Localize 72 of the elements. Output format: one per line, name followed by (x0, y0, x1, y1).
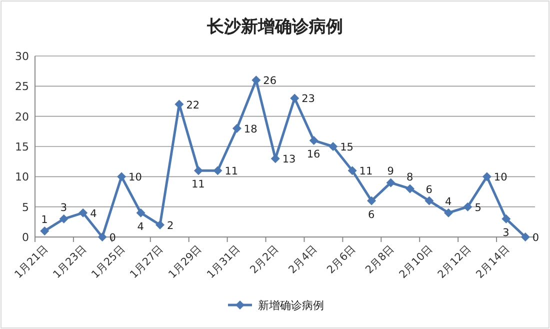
y-tick-label: 20 (15, 110, 29, 124)
x-tick-label: 2月8日 (363, 242, 397, 276)
x-tick-label: 1月21日 (12, 242, 51, 281)
x-tick-label: 2月14日 (474, 242, 512, 281)
data-label: 1 (41, 214, 48, 226)
y-tick-label: 15 (15, 140, 29, 154)
data-label: 11 (224, 166, 238, 178)
y-tick-label: 30 (15, 50, 29, 63)
data-label: 9 (387, 166, 394, 178)
data-label: 18 (244, 123, 258, 136)
point (252, 76, 261, 85)
point (367, 196, 376, 206)
point (59, 214, 68, 224)
point (386, 178, 396, 188)
point (424, 196, 434, 206)
y-tick-label: 0 (22, 231, 29, 244)
x-tick-label: 2月6日 (324, 242, 358, 276)
point (406, 184, 414, 194)
data-label: 6 (426, 184, 433, 196)
x-tick-label: 2月2日 (248, 242, 282, 276)
x-tick-label: 1月25日 (89, 242, 128, 281)
point (520, 232, 530, 242)
data-label: 8 (406, 172, 414, 184)
point (156, 220, 164, 230)
data-label: 4 (90, 208, 98, 220)
x-tick-label: 2月4日 (286, 242, 320, 276)
point (309, 136, 318, 145)
point (348, 166, 357, 176)
y-tick-label: 5 (22, 200, 29, 214)
data-label: 22 (186, 99, 200, 112)
data-label: 15 (340, 142, 354, 154)
data-label: 3 (60, 202, 68, 214)
data-label: 0 (532, 232, 540, 244)
data-label: 4 (444, 196, 452, 208)
y-tick-label: 10 (15, 170, 29, 184)
point (232, 124, 242, 133)
chart-title: 长沙新增确诊病例 (206, 17, 343, 37)
data-label: 10 (128, 172, 142, 184)
y-tick-label: 25 (15, 80, 29, 94)
x-tick-label: 1月23日 (50, 242, 90, 281)
data-label: 13 (282, 154, 296, 166)
point (136, 208, 146, 218)
data-label: 5 (474, 202, 482, 214)
data-label: 11 (359, 166, 373, 178)
point (194, 166, 203, 176)
point (40, 226, 50, 236)
x-tick-label: 2月12日 (436, 242, 474, 281)
x-tick-label: 1月27日 (128, 242, 166, 281)
data-label: 2 (167, 220, 174, 232)
x-tick-label: 2月10日 (397, 242, 436, 281)
point (328, 142, 338, 151)
x-tick-label: 1月29日 (166, 242, 205, 281)
data-label: 16 (306, 148, 321, 160)
point (98, 232, 107, 242)
data-label: 26 (263, 75, 277, 88)
point (463, 202, 472, 212)
point (213, 166, 222, 176)
data-label: 23 (302, 93, 315, 106)
point (502, 214, 511, 224)
point (78, 208, 88, 218)
x-tick-label: 1月31日 (204, 242, 244, 281)
data-label: 3 (502, 226, 510, 239)
data-label: 11 (191, 178, 205, 191)
point (117, 172, 126, 182)
point (482, 172, 492, 182)
data-label: 6 (368, 208, 376, 221)
point (290, 94, 300, 103)
data-label: 10 (494, 172, 508, 184)
point (444, 208, 453, 218)
legend-label: 新增确诊病例 (258, 299, 324, 312)
data-label: 0 (109, 232, 116, 244)
data-label: 4 (137, 220, 144, 233)
